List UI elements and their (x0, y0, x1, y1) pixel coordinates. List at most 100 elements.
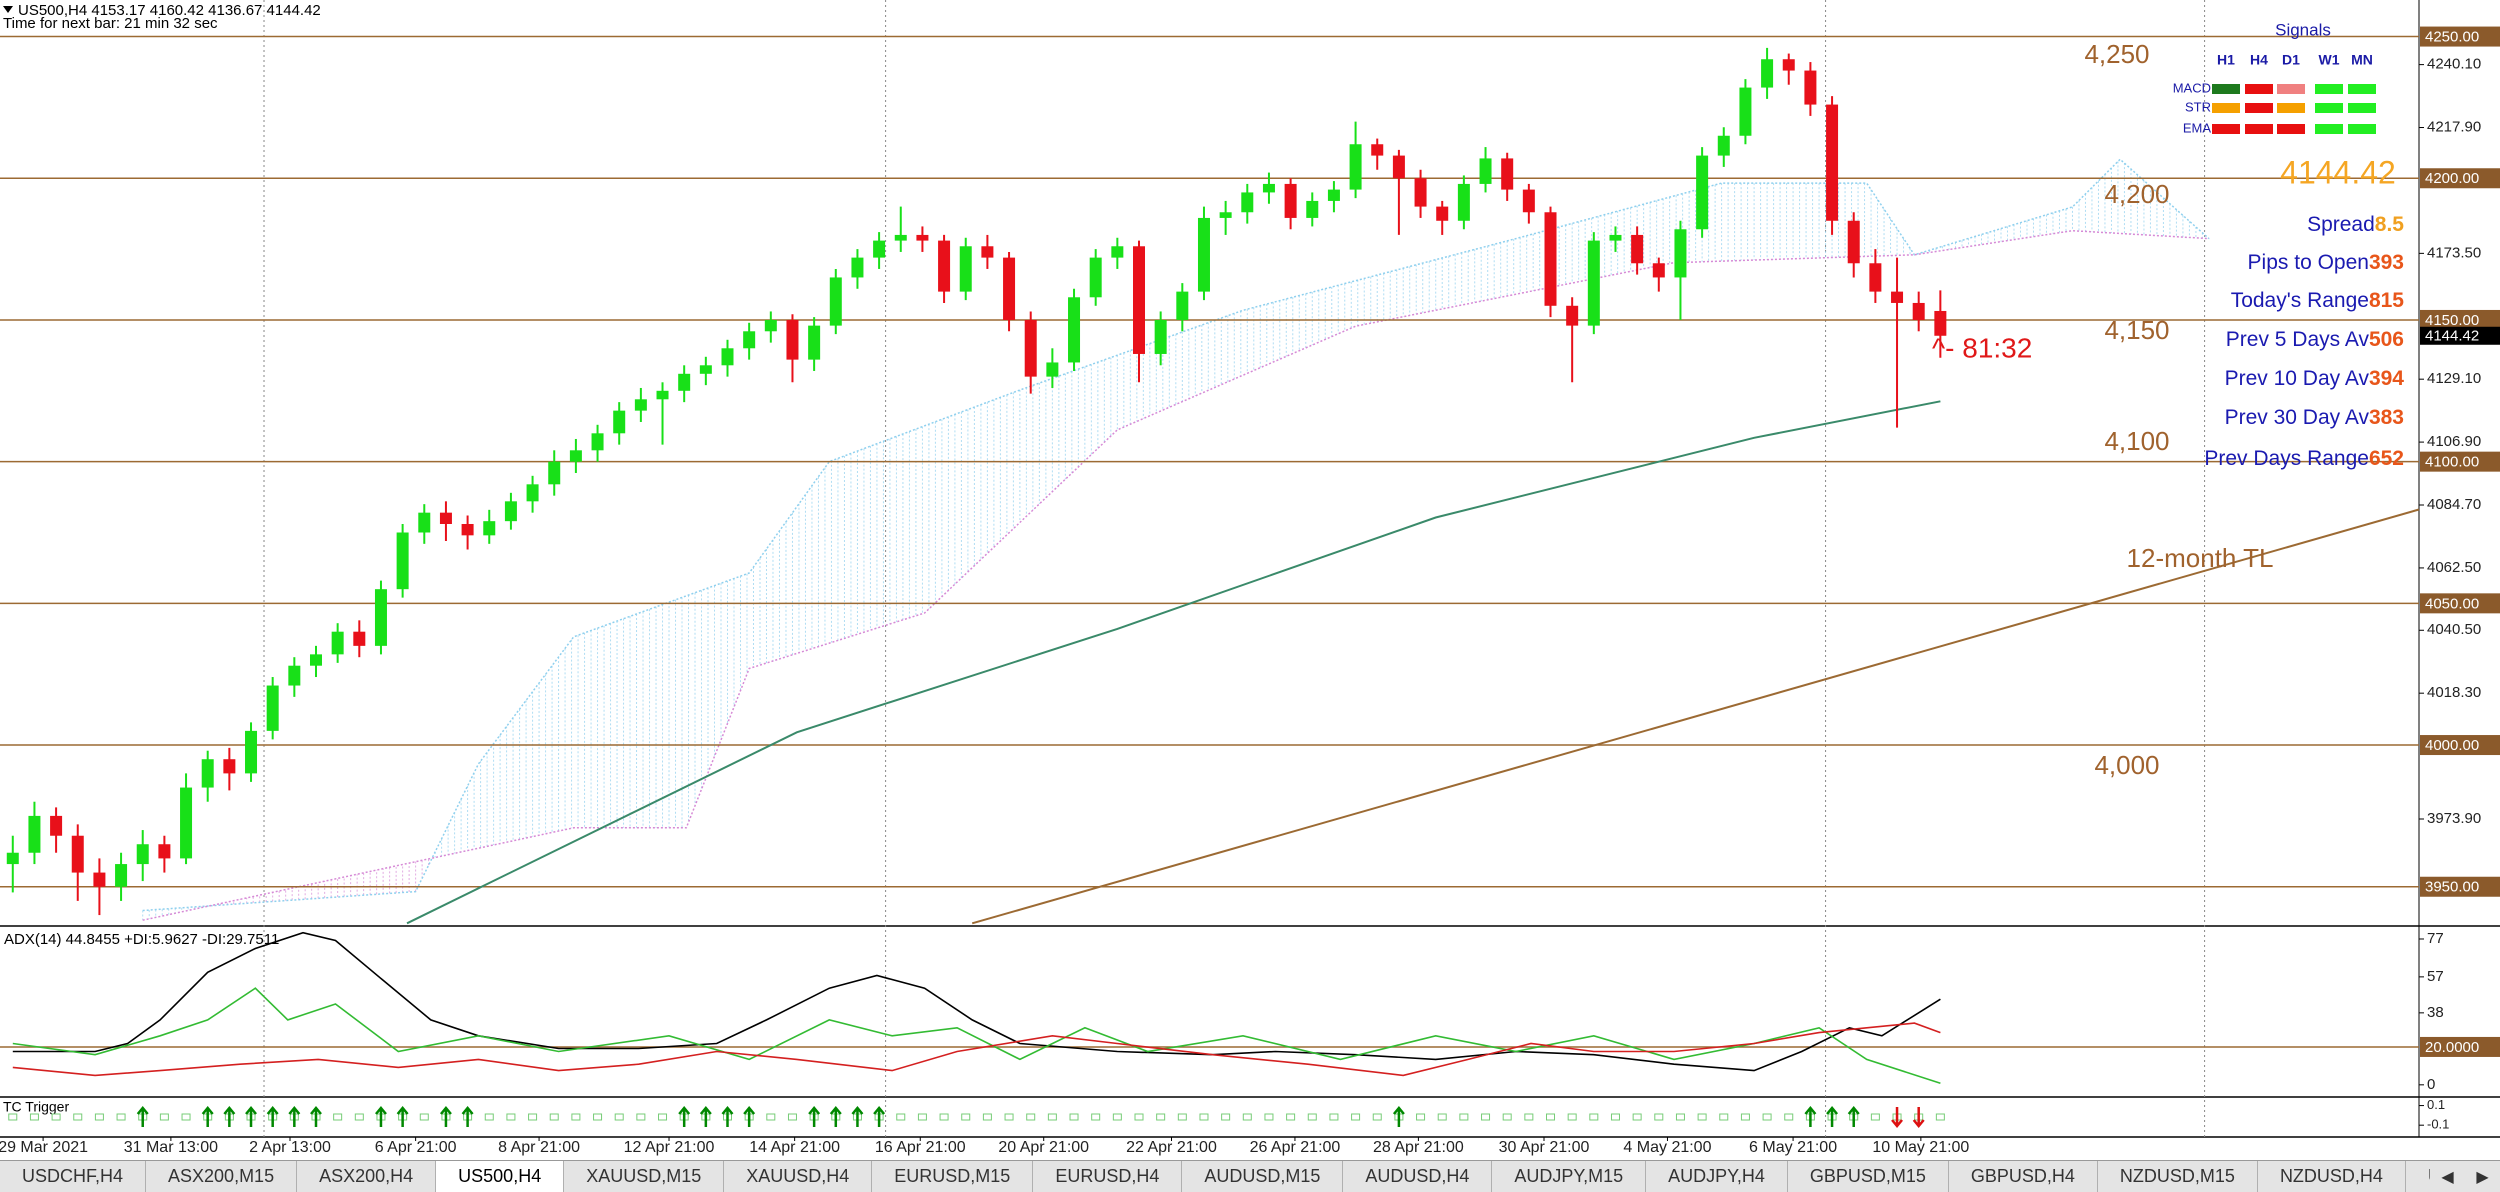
symbol-tab[interactable]: US500,H4 (436, 1161, 565, 1192)
candle-body (894, 234, 907, 241)
symbol-tab[interactable]: EURUSD,M15 (872, 1161, 1034, 1192)
symbol-tab[interactable]: XAUUSD,H4 (724, 1161, 873, 1192)
info-row: Prev 30 Day Av383 (2225, 406, 2404, 429)
trigger-dot (1459, 1113, 1469, 1121)
up-arrow (851, 1106, 864, 1127)
symbol-tab[interactable]: AUDJPY,M15 (1492, 1161, 1647, 1192)
x-tick-label: 29 Mar 2021 (0, 1139, 88, 1156)
trigger-dot (1437, 1113, 1447, 1121)
symbol-tab[interactable]: ASX200,M15 (146, 1161, 298, 1192)
trigger-dot (1351, 1113, 1361, 1121)
signals-row-label: EMA (2183, 120, 2212, 135)
candle-body (461, 523, 474, 536)
symbol-tab[interactable]: NZDUSD,H4 (2258, 1161, 2406, 1192)
symbol-tab[interactable]: GBPUSD,H4 (1949, 1161, 2098, 1192)
symbol-tab[interactable]: AUDUSD,M15 (1182, 1161, 1344, 1192)
tab-next[interactable]: ▶ (2476, 1168, 2489, 1186)
signal-cell (2245, 124, 2273, 134)
candle-body (1739, 87, 1752, 136)
trigger-dot (1632, 1113, 1642, 1121)
trigger-dot (1502, 1113, 1512, 1121)
signal-cell (2245, 84, 2273, 94)
level-box (2420, 735, 2500, 756)
trend-line (971, 508, 2420, 925)
candle-body (223, 759, 236, 774)
symbol-tab[interactable]: USDCHF,H4 (0, 1161, 147, 1192)
x-tick-label: 4 May 21:00 (1623, 1139, 1711, 1156)
indicator-line (12, 931, 1941, 1072)
level-box-label: 3950.00 (2425, 879, 2479, 896)
trigger-dot (1719, 1113, 1729, 1121)
level-box (2420, 26, 2500, 47)
candle-body (1392, 155, 1405, 179)
trigger-dot (1870, 1113, 1880, 1121)
candle-body (1869, 263, 1882, 292)
candle-body (1176, 291, 1189, 320)
trigger-dot (896, 1113, 906, 1121)
candle-body (1566, 305, 1579, 326)
candle-body (1068, 297, 1081, 363)
signal-cell (2348, 84, 2376, 94)
candle-body (483, 521, 496, 536)
info-value: 8.5 (2375, 213, 2405, 236)
signals-column: D1 (2282, 52, 2300, 68)
y-tick-label: -0.1 (2427, 1117, 2449, 1132)
up-arrow (288, 1106, 301, 1127)
trigger-dot (116, 1113, 126, 1121)
trigger-dot (1654, 1113, 1664, 1121)
symbol-tab[interactable]: XAUUSD,M15 (564, 1161, 725, 1192)
up-arrow (136, 1106, 149, 1127)
candle-body (1609, 234, 1622, 241)
candle-body (374, 589, 387, 646)
y-tick-label: 4062.50 (2427, 559, 2481, 576)
tab-prev[interactable]: ◀ (2441, 1168, 2454, 1186)
menu-triangle[interactable] (3, 6, 13, 13)
trigger-dot (29, 1113, 39, 1121)
candle-body (418, 512, 431, 533)
bar-timer: Time for next bar: 21 min 32 sec (3, 15, 218, 32)
candle-body (873, 240, 886, 258)
symbol-tab[interactable]: ASX200,H4 (297, 1161, 437, 1192)
level-box-label: 20.0000 (2425, 1039, 2479, 1056)
indicator-line (12, 1022, 1941, 1077)
candle-body (50, 815, 63, 836)
chart-header: US500,H4 4153.17 4160.42 4136.67 4144.42 (18, 2, 321, 19)
trigger-dot (1004, 1113, 1014, 1121)
trigger-dot (1589, 1113, 1599, 1121)
trigger-dot (159, 1113, 169, 1121)
trigger-dot (1091, 1113, 1101, 1121)
trigger-dot (1697, 1113, 1707, 1121)
level-box (2420, 593, 2500, 614)
symbol-tab[interactable]: GBPUSD,M15 (1788, 1161, 1949, 1192)
level-note: 4,000 (2094, 750, 2159, 780)
x-tick-label: 14 Apr 21:00 (749, 1139, 840, 1156)
current-price-label: 4144.42 (2425, 328, 2479, 345)
candle-body (1154, 319, 1167, 354)
candle-body (1241, 192, 1254, 213)
candle-body (1501, 158, 1514, 190)
candle-body (938, 240, 951, 292)
symbol-tab[interactable]: EURUSD,H4 (1033, 1161, 1183, 1192)
candle-body (1089, 257, 1102, 298)
level-note: 12-month TL (2127, 543, 2274, 573)
cloud-span-a (142, 158, 2210, 912)
signal-cell (2212, 103, 2240, 113)
signal-cell (2245, 103, 2273, 113)
up-arrow (461, 1106, 474, 1127)
info-row: Prev Days Range652 (2204, 447, 2404, 470)
candle-body (591, 433, 604, 451)
candle-body (1847, 220, 1860, 264)
trigger-dot (51, 1113, 61, 1121)
trigger-dot (982, 1113, 992, 1121)
symbol-tab[interactable]: NZDUSD,M15 (2098, 1161, 2258, 1192)
symbol-tab[interactable]: AUDUSD,H4 (1343, 1161, 1493, 1192)
trigger-dot (1784, 1113, 1794, 1121)
symbol-tab[interactable]: AUDJPY,H4 (1646, 1161, 1788, 1192)
y-tick-label: 77 (2427, 930, 2444, 947)
candle-body (569, 450, 582, 462)
x-tick-label: 2 Apr 13:00 (249, 1139, 331, 1156)
info-label: Prev 5 Days Av (2226, 328, 2370, 351)
trigger-dot (1610, 1113, 1620, 1121)
price-display: 4144.42 (2280, 154, 2396, 190)
level-box-label: 4250.00 (2425, 29, 2479, 46)
